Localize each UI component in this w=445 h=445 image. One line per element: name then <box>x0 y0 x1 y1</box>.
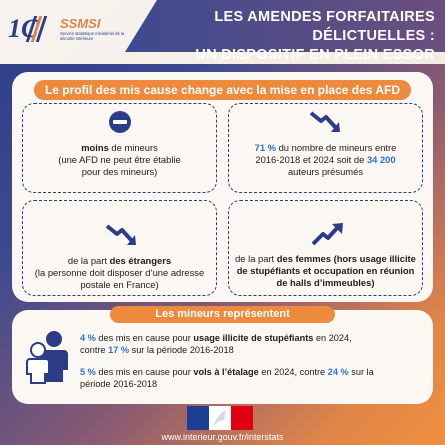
box2-count: 34 200 <box>366 154 396 165</box>
logo-bars <box>25 16 48 47</box>
box3-text: de la part des étrangers (la personne do… <box>23 255 216 291</box>
box2-text2: 2016-2018 et 2024 soit de <box>255 154 367 165</box>
box-mineurs-pct: 71 % du nombre de mineurs entre 2016-201… <box>228 103 423 193</box>
footer-url[interactable]: www.interieur.gouv.fr/interstats <box>161 432 284 442</box>
logo: 1C SSMSI Service statistique ministériel… <box>8 14 128 54</box>
box2-text: 71 % du nombre de mineurs entre 2016-201… <box>235 142 416 178</box>
box3-line3: postale en France) <box>80 279 159 290</box>
box2-text3: auteurs présumés <box>287 166 364 177</box>
p1-bold: usage illicite de stupéfiants <box>193 333 314 343</box>
box2-text1: du nombre de mineurs entre <box>275 142 397 153</box>
p2-text1: des mis en cause pour <box>95 367 194 377</box>
box4-text1: de la part <box>235 253 277 264</box>
p1-pct2: 17 % <box>108 345 130 355</box>
title-line-1: LES AMENDES FORFAITAIRES DÉLICTUELLES : <box>214 9 435 44</box>
box-mineurs: moins de mineurs (une AFD ne peut être é… <box>22 103 217 193</box>
box-femmes: de la part des femmes (hors usage illici… <box>228 200 423 296</box>
box4-bold: des femmes (hors usage illicite <box>276 253 416 264</box>
minors-stat-1: 4 % des mis en cause pour usage illicite… <box>80 332 420 356</box>
page-title: LES AMENDES FORFAITAIRES DÉLICTUELLES : … <box>125 8 435 65</box>
box1-bold: moins <box>81 142 109 153</box>
minors-stat-2: 5 % des mis en cause pour vols à l’étala… <box>80 366 420 390</box>
box3-text1: de la part <box>67 255 110 266</box>
p1-line2a: contre <box>80 345 109 355</box>
box3-bold: des étrangers <box>109 255 172 266</box>
box1-line3: pour des mineurs) <box>81 166 158 177</box>
box4-text: de la part des femmes (hors usage illici… <box>231 253 420 289</box>
p2-text2: en 2024, contre <box>258 367 328 377</box>
title-band <box>125 0 445 52</box>
box3-line2: (la personne doit disposer d’une adresse <box>34 267 205 278</box>
minus-circle-icon <box>109 111 131 133</box>
box4-line3: de halls d’immeubles) <box>276 277 375 288</box>
profile-card <box>12 72 433 302</box>
box2-pct: 71 % <box>254 142 276 153</box>
box-etrangers: de la part des étrangers (la personne do… <box>22 200 217 296</box>
minors-banner: Les mineurs représentent <box>110 306 335 323</box>
p1-text1: des mis en cause pour <box>95 333 194 343</box>
p1-pct1: 4 % <box>80 333 96 343</box>
box1-line2: (une AFD ne peut être établie <box>58 154 181 165</box>
trend-down-icon <box>105 224 136 245</box>
people-icon <box>26 331 68 384</box>
p2-text3: sur la <box>348 367 374 377</box>
box1-text1: de mineurs <box>108 142 158 153</box>
p1-line2b: sur la période 2016-2018 <box>129 345 234 355</box>
title-line-2: UN DISPOSITIF EN PLEIN ESSOR <box>195 47 435 63</box>
trend-up-icon <box>311 223 343 246</box>
box1-text: moins de mineurs (une AFD ne peut être é… <box>29 142 210 178</box>
minors-card <box>12 310 433 404</box>
logo-subtitle: Service statistique ministériel de la sé… <box>60 31 125 41</box>
trend-down-icon <box>309 111 340 132</box>
p2-bold: vols à l’étalage <box>193 367 259 377</box>
p1-text2: en 2024, <box>313 333 352 343</box>
marianne-flag-icon <box>187 406 253 430</box>
logo-brand: SSMSI <box>60 16 101 31</box>
p2-line2: période 2016-2018 <box>80 379 158 389</box>
profile-banner: Le profil des mis cause change avec la m… <box>34 80 411 100</box>
box4-line2: de stupéfiants et occupation en réunion <box>236 265 415 276</box>
p2-pct1: 5 % <box>80 367 96 377</box>
p2-pct2: 24 % <box>327 367 349 377</box>
